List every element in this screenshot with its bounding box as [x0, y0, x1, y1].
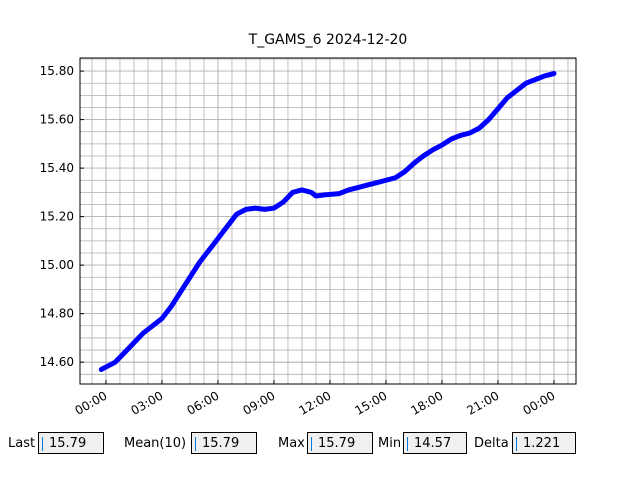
x-tick-label: 03:00: [128, 388, 165, 417]
field-value[interactable]: 1.221: [512, 432, 576, 454]
field-label: Delta: [474, 436, 509, 451]
x-tick-label: 00:00: [521, 388, 558, 417]
plot-frame: [79, 57, 577, 385]
field-label: Mean(10): [124, 436, 187, 451]
fields: Last 15.79 Mean(10) 15.79 Max 15.79 Min 14.57 De…: [0, 432, 640, 458]
y-tick-label: 15.60: [40, 113, 74, 127]
y-tick-label: 15.80: [40, 64, 74, 78]
x-tick-label: 21:00: [465, 388, 502, 417]
field-label: Min: [378, 436, 402, 451]
y-tick-label: 15.20: [40, 210, 74, 224]
data-line: [98, 71, 557, 372]
field-value[interactable]: 15.79: [191, 432, 257, 454]
chart: T_GAMS_6 2024-12-20 14.60 14.80 15.00 15.20…: [40, 32, 577, 418]
y-tick-label: 15.40: [40, 161, 74, 175]
y-tick-label: 14.60: [40, 355, 74, 369]
field-value[interactable]: 15.79: [38, 432, 104, 454]
field-label: Last: [8, 436, 36, 451]
x-tick-label: 15:00: [353, 388, 390, 417]
x-tick-label: 18:00: [409, 388, 446, 417]
x-tick-label: 06:00: [184, 388, 221, 417]
chart-title: T_GAMS_6 2024-12-20: [248, 32, 408, 48]
y-tick-label: 15.00: [40, 258, 74, 272]
x-tick-label: 09:00: [240, 388, 277, 417]
y-tick-label: 14.80: [40, 307, 74, 321]
x-tick-label: 12:00: [297, 388, 334, 417]
x-tick-label: 00:00: [72, 388, 109, 417]
field-value[interactable]: 15.79: [307, 432, 373, 454]
field-value[interactable]: 14.57: [403, 432, 467, 454]
field-label: Max: [278, 436, 305, 451]
